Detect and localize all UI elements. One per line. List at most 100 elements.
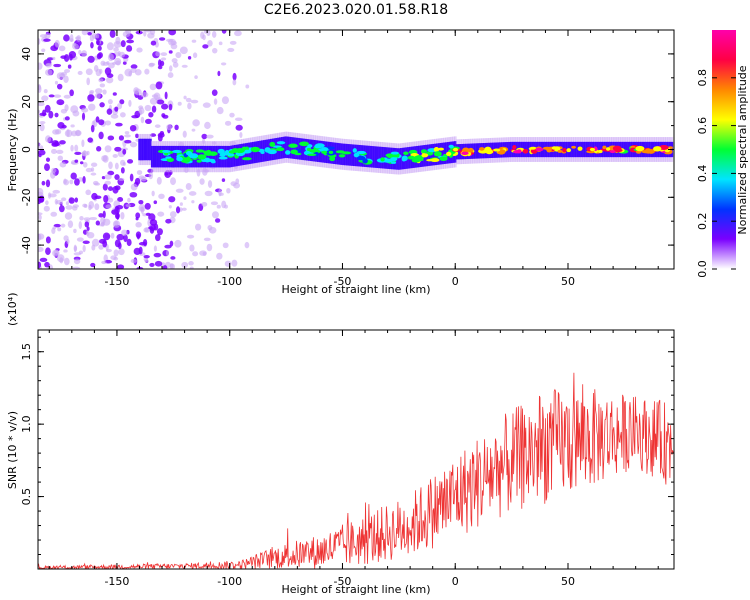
spectrogram-noise-cell	[107, 53, 114, 62]
spectrogram-noise-cell	[199, 178, 205, 185]
spectrogram-noise-cell	[131, 115, 139, 119]
spectrogram-noise-cell	[144, 104, 152, 112]
spectrogram-noise-cell	[157, 133, 163, 142]
spectrogram-band-cell	[571, 145, 576, 149]
spectrogram-noise-cell	[158, 193, 165, 200]
spectrogram-band-core	[150, 145, 154, 168]
spectrogram-noise-cell	[168, 205, 172, 209]
spectrogram-noise-cell	[91, 238, 100, 247]
spectrogram-noise-cell	[227, 47, 235, 53]
spectrogram-noise-cell	[81, 139, 85, 148]
spectrogram-band-cell	[264, 147, 271, 153]
spectrogram-noise-cell	[186, 234, 195, 239]
spectrogram-noise-cell	[114, 106, 119, 112]
spectrogram-band-cell	[356, 155, 366, 161]
spectrogram-noise-cell	[143, 227, 149, 233]
spectrogram-band-core	[345, 143, 349, 166]
spectrogram-noise-cell	[81, 107, 89, 113]
spectrogram-noise-cell	[145, 30, 152, 33]
spectrogram-band-core	[295, 137, 298, 160]
spectrogram-band-core	[206, 145, 210, 168]
spectrogram-band-core	[159, 145, 163, 168]
spectrogram-noise-cell	[59, 161, 67, 168]
spectrogram-band-core	[161, 145, 165, 168]
spectrogram-x-axis-label: Height of straight line (km)	[281, 283, 430, 296]
spectrogram-noise-cell	[58, 205, 65, 213]
spectrogram-band-cell	[403, 151, 409, 155]
spectrogram-noise-cell	[177, 101, 182, 106]
spectrogram-band-cell	[612, 145, 622, 152]
spectrogram-noise-cell	[162, 114, 169, 119]
spectrogram-noise-cell	[98, 131, 104, 140]
spectrogram-noise-cell	[43, 38, 51, 42]
spectrogram-noise-cell	[218, 188, 222, 197]
spectrogram-band-core	[212, 145, 215, 168]
spectrogram-noise-cell	[175, 51, 182, 59]
spectrogram-noise-cell	[153, 245, 157, 252]
spectrogram-noise-cell	[221, 178, 226, 182]
spectrogram-noise-cell	[81, 50, 88, 57]
spectrogram-noise-cell	[63, 54, 70, 62]
spectrogram-noise-cell	[106, 61, 110, 65]
spectrogram-band-core	[571, 141, 574, 158]
spectrogram-noise-cell	[38, 38, 41, 45]
spectrogram-noise-cell	[181, 207, 187, 211]
spectrogram-band-cell	[421, 153, 429, 158]
spectrogram-noise-cell	[212, 47, 218, 54]
spectrogram-noise-cell	[72, 204, 79, 208]
spectrogram-noise-cell	[207, 39, 213, 47]
spectrogram-band-core	[387, 147, 390, 169]
spectrogram-noise-cell	[63, 249, 68, 253]
spectrogram-noise-cell	[150, 40, 157, 46]
spectrogram-noise-cell	[87, 232, 95, 239]
spectrogram-noise-cell	[114, 205, 119, 211]
spectrogram-band-core	[208, 145, 212, 168]
spectrogram-noise-cell	[147, 32, 155, 39]
spectrogram-noise-cell	[69, 89, 74, 97]
snr-x-axis-label: Height of straight line (km)	[281, 583, 430, 596]
colorbar-tick-label: 0.0	[696, 260, 709, 278]
spectrogram-band-core	[248, 142, 251, 165]
spectrogram-noise-cell	[232, 72, 237, 81]
spectrogram-noise-cell	[138, 246, 143, 255]
spectrogram-band-cell	[433, 151, 442, 157]
spectrogram-noise-cell	[50, 148, 57, 154]
spectrogram-noise-cell	[87, 55, 95, 63]
spectrogram-noise-cell	[130, 64, 138, 69]
spectrogram-noise-cell	[232, 79, 237, 86]
spectrogram-noise-cell	[82, 240, 90, 245]
spectrogram-noise-cell	[38, 261, 42, 269]
spectrogram-noise-cell	[134, 177, 141, 185]
spectrogram-band-cell	[390, 151, 399, 155]
spectrogram-noise-cell	[217, 70, 221, 77]
spectrogram-noise-cell	[94, 203, 100, 211]
spectrogram-band-cell	[285, 150, 291, 155]
snr-x-tick-label: -50	[333, 575, 351, 588]
spectrogram-noise-cell	[201, 201, 208, 207]
spectrogram-noise-cell	[124, 131, 130, 135]
spectrogram-noise-cell	[107, 170, 115, 176]
colorbar-gradient	[712, 30, 736, 269]
spectrogram-band-core	[244, 143, 248, 165]
colorbar-tick-label: 0.4	[696, 165, 709, 183]
spectrogram-noise-cell	[145, 118, 152, 125]
spectrogram-band-cell	[352, 148, 357, 153]
spectrogram-noise-cell	[110, 232, 115, 239]
spectrogram-band-core	[297, 137, 300, 160]
spectrogram-noise-cell	[154, 260, 163, 267]
spectrogram-noise-cell	[211, 211, 219, 219]
spectrogram-noise-cell	[127, 159, 134, 164]
spectrogram-noise-cell	[38, 212, 43, 216]
spectrogram-noise-cell	[151, 190, 155, 197]
spectrogram-noise-cell	[213, 98, 218, 105]
spectrogram-noise-cell	[160, 52, 168, 57]
spectrogram-noise-cell	[79, 215, 84, 221]
spectrogram-noise-cell	[224, 120, 232, 126]
spectrogram-noise-cell	[97, 45, 102, 51]
colorbar-tick-label: 0.2	[696, 212, 709, 230]
spectrogram-noise-cell	[130, 258, 137, 264]
spectrogram-noise-cell	[206, 243, 213, 252]
spectrogram-noise-cell	[107, 135, 115, 141]
spectrogram-band-cell	[235, 147, 245, 154]
spectrogram-x-tick-label: -50	[333, 275, 351, 288]
